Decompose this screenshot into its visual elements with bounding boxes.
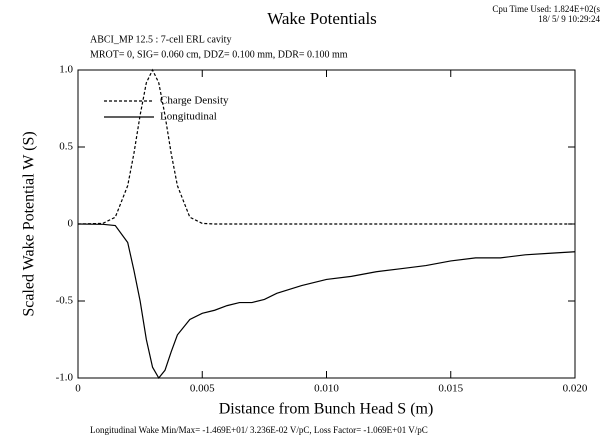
y-tick-label: -1.0 xyxy=(56,372,74,384)
x-axis-label: Distance from Bunch Head S (m) xyxy=(219,401,434,418)
x-tick-label: 0.020 xyxy=(563,383,588,395)
chart-title: Wake Potentials xyxy=(267,9,377,28)
y-tick-label: 0.5 xyxy=(59,141,73,153)
subtitle: ABCI_MP 12.5 : 7-cell ERL cavity xyxy=(90,34,231,45)
x-tick-label: 0 xyxy=(75,383,81,395)
legend-label: Longitudinal xyxy=(160,111,217,123)
subtitle: MROT= 0, SIG= 0.060 cm, DDZ= 0.100 mm, D… xyxy=(90,49,348,60)
y-tick-label: 1.0 xyxy=(59,64,73,76)
y-tick-label: 0 xyxy=(68,218,74,230)
y-axis-label: Scaled Wake Potential W (S) xyxy=(21,131,38,316)
x-tick-label: 0.010 xyxy=(314,383,339,395)
x-tick-label: 0.015 xyxy=(438,383,463,395)
x-tick-label: 0.005 xyxy=(190,383,215,395)
y-tick-label: -0.5 xyxy=(56,295,74,307)
timestamp: 18/ 5/ 9 10:29:24 xyxy=(538,14,600,24)
line-series xyxy=(77,68,575,225)
legend-label: Charge Density xyxy=(160,95,229,107)
footer: Longitudinal Wake Min/Max= -1.469E+01/ 3… xyxy=(90,425,428,435)
cpu-time: Cpu Time Used: 1.824E+02(s xyxy=(492,4,600,14)
line-series xyxy=(77,223,576,380)
